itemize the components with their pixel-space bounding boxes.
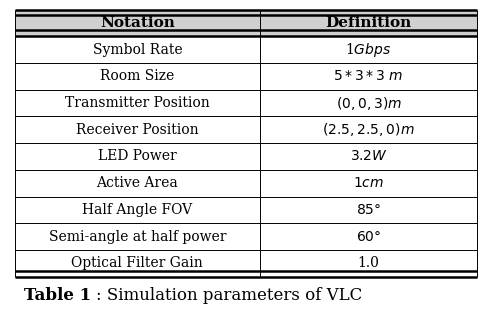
Text: $5*3*3$ $m$: $5*3*3$ $m$ — [334, 69, 403, 83]
Text: : Simulation parameters of VLC: : Simulation parameters of VLC — [96, 287, 362, 304]
Text: Room Size: Room Size — [100, 69, 175, 83]
Text: 1$Gbps$: 1$Gbps$ — [345, 41, 392, 59]
Text: Notation: Notation — [100, 16, 175, 30]
Text: Table 1: Table 1 — [24, 287, 91, 304]
Text: Transmitter Position: Transmitter Position — [65, 96, 210, 110]
Text: Optical Filter Gain: Optical Filter Gain — [71, 256, 203, 270]
Text: $3.2W$: $3.2W$ — [350, 149, 387, 163]
Text: Half Angle FOV: Half Angle FOV — [82, 203, 192, 217]
Text: $60\degree$: $60\degree$ — [356, 230, 381, 244]
FancyBboxPatch shape — [15, 10, 477, 36]
Text: $85\degree$: $85\degree$ — [356, 203, 381, 217]
Text: Semi-angle at half power: Semi-angle at half power — [49, 230, 226, 244]
Text: $1cm$: $1cm$ — [353, 176, 384, 190]
Text: Receiver Position: Receiver Position — [76, 123, 199, 137]
Text: $(0,0,3)m$: $(0,0,3)m$ — [336, 94, 401, 112]
Text: Definition: Definition — [325, 16, 412, 30]
Text: Active Area: Active Area — [96, 176, 178, 190]
Text: LED Power: LED Power — [98, 149, 177, 163]
Text: $(2.5,2.5,0)m$: $(2.5,2.5,0)m$ — [322, 121, 415, 138]
Text: 1.0: 1.0 — [358, 256, 379, 270]
Text: Symbol Rate: Symbol Rate — [92, 43, 182, 57]
